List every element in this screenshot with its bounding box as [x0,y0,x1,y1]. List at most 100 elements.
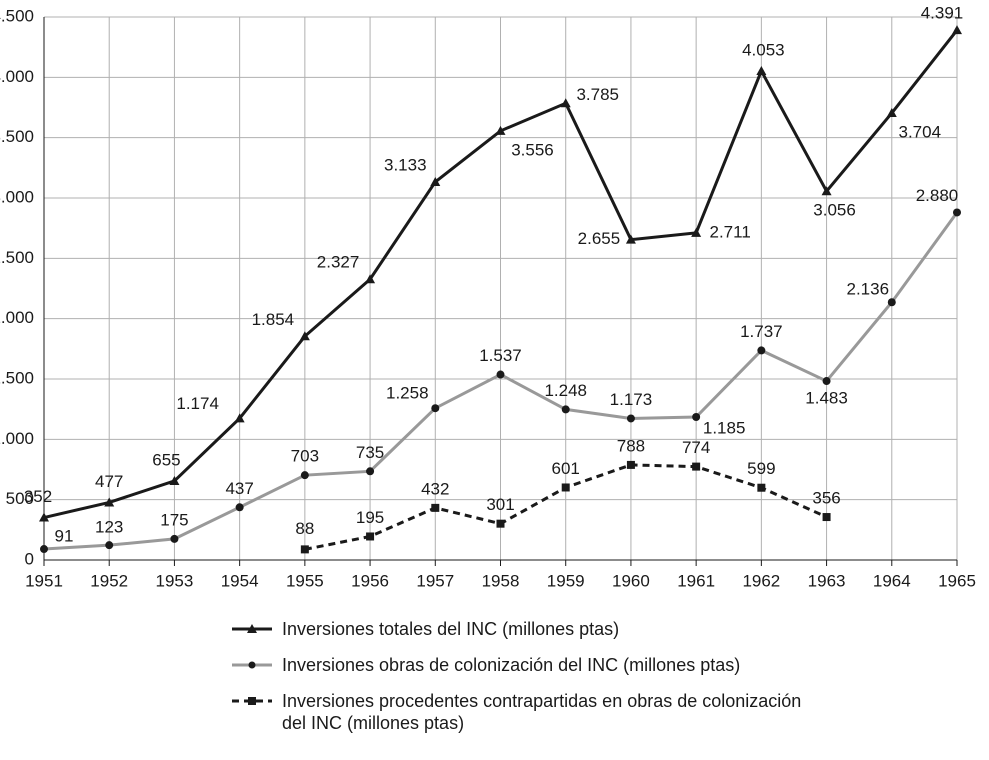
x-tick-label: 1962 [742,571,780,590]
x-tick-label: 1963 [808,571,846,590]
x-tick-label: 1954 [221,571,259,590]
data-label: 195 [356,508,384,527]
data-label: 1.258 [386,384,429,403]
y-tick-label: 3.500 [0,127,34,146]
legend-label: Inversiones obras de colonización del IN… [282,655,741,675]
data-label: 1.185 [703,418,746,437]
y-tick-label: 0 [25,549,34,568]
x-tick-label: 1960 [612,571,650,590]
data-label: 437 [225,479,253,498]
x-tick-label: 1953 [156,571,194,590]
data-label: 774 [682,438,710,457]
point [300,471,309,480]
point [626,460,635,469]
point [235,503,244,512]
legend-swatch [232,624,272,633]
point [561,483,570,492]
point [625,234,636,244]
point [105,541,114,550]
data-label: 2.655 [578,229,621,248]
data-label: 91 [55,527,74,546]
point [561,405,570,414]
point [366,532,375,541]
x-tick-label: 1965 [938,571,976,590]
point [495,125,506,135]
data-label: 1.173 [610,390,653,409]
data-label: 4.391 [921,4,964,23]
data-label: 175 [160,510,188,529]
point [757,346,766,355]
x-tick-label: 1956 [351,571,389,590]
legend-label: Inversiones totales del INC (millones pt… [282,619,620,639]
data-label: 123 [95,518,123,537]
data-label: 2.880 [916,186,959,205]
data-label: 599 [747,459,775,478]
point [496,519,505,528]
x-tick-label: 1957 [416,571,454,590]
y-tick-label: 1.000 [0,429,34,448]
point [560,98,571,108]
data-label: 1.537 [479,346,522,365]
legend-marker [247,624,257,633]
point [691,227,702,237]
point [430,176,441,186]
legend: Inversiones totales del INC (millones pt… [230,618,850,748]
data-label: 352 [24,487,52,506]
point [626,414,635,423]
legend-swatch [232,697,272,705]
point [39,512,49,522]
y-tick-label: 4.500 [0,6,34,25]
point [886,108,897,118]
point [496,370,505,379]
data-label: 703 [291,447,319,466]
point [692,462,701,471]
point [757,483,766,492]
data-label: 477 [95,472,123,491]
data-label: 3.704 [899,123,942,142]
data-label: 301 [486,495,514,514]
data-label: 4.053 [742,40,785,59]
point [431,404,440,413]
point [40,545,48,554]
y-tick-label: 3.000 [0,187,34,206]
point [756,65,767,75]
chart: 0 500 1.000 1.500 2.000 2.500 3.000 3.500 4.000 4… [0,4,976,591]
data-label: 3.056 [813,201,856,220]
point [365,274,376,284]
data-label: 1.174 [176,394,219,413]
legend-marker [248,661,256,669]
data-label: 2.327 [317,253,360,272]
point [169,475,180,485]
data-label: 432 [421,479,449,498]
x-tick-label: 1958 [482,571,520,590]
data-label: 601 [552,459,580,478]
data-label: 1.248 [544,381,587,400]
point [692,413,701,422]
point [104,497,115,507]
legend-item: Inversiones totales del INC (millones pt… [230,618,850,640]
point [299,331,310,341]
legend-marker [248,697,256,705]
point [822,513,831,522]
point [300,545,309,554]
x-tick-label: 1951 [25,571,63,590]
y-tick-label: 1.500 [0,368,34,387]
data-label: 356 [812,489,840,508]
legend-item: Inversiones procedentes contrapartidas e… [230,690,850,734]
point [822,377,831,386]
point [821,186,832,196]
point [170,534,179,543]
point [952,25,962,35]
y-tick-label: 4.000 [0,67,34,86]
point [366,467,375,476]
x-tick-label: 1961 [677,571,715,590]
data-label: 3.785 [576,85,619,104]
legend-label: Inversiones procedentes contrapartidas e… [282,691,802,733]
data-label: 655 [152,450,180,469]
x-tick-label: 1952 [90,571,128,590]
data-label: 3.133 [384,155,427,174]
data-label: 3.556 [511,140,554,159]
point [431,503,440,512]
point [953,208,961,217]
